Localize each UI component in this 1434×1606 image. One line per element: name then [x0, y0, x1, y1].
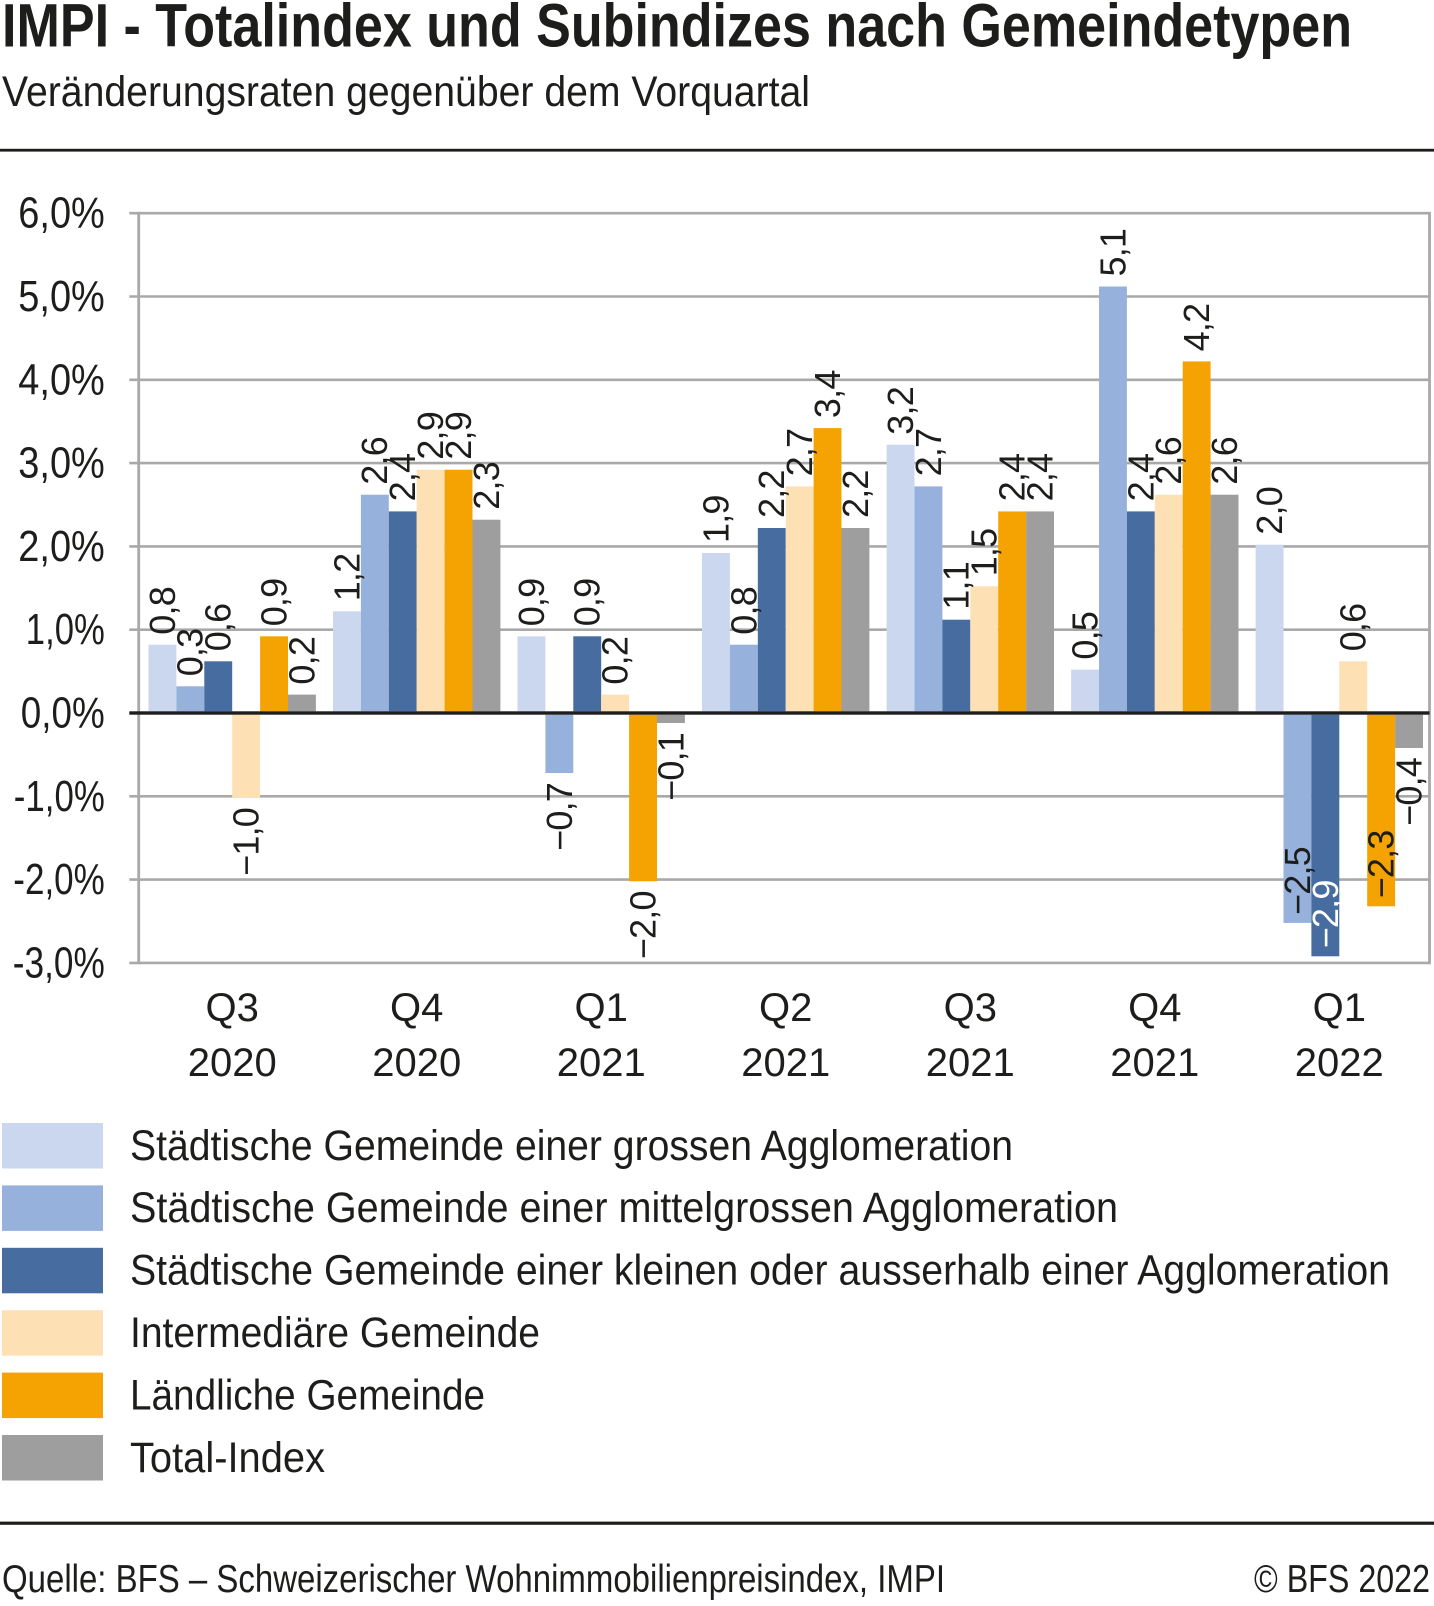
svg-text:2,4: 2,4 — [1019, 454, 1060, 502]
svg-text:2,4: 2,4 — [382, 454, 423, 502]
svg-text:0,6: 0,6 — [1333, 604, 1374, 652]
svg-text:0,2: 0,2 — [281, 637, 322, 685]
svg-text:1,2: 1,2 — [326, 554, 367, 602]
svg-text:2,6: 2,6 — [1204, 437, 1245, 485]
svg-text:3,2: 3,2 — [880, 387, 921, 435]
svg-text:Q2: Q2 — [759, 986, 812, 1030]
svg-text:0,8: 0,8 — [723, 587, 764, 635]
svg-text:1,1: 1,1 — [936, 562, 977, 610]
svg-text:2,3: 2,3 — [466, 462, 507, 510]
svg-text:2,2: 2,2 — [751, 470, 792, 518]
svg-text:5,0%: 5,0% — [18, 272, 105, 321]
svg-text:2,4: 2,4 — [1120, 454, 1161, 502]
svg-text:0,0%: 0,0% — [21, 689, 105, 738]
svg-text:−1,0: −1,0 — [226, 808, 267, 876]
svg-text:0,3: 0,3 — [170, 629, 211, 677]
svg-text:2,2: 2,2 — [835, 470, 876, 518]
svg-text:2021: 2021 — [741, 1041, 830, 1085]
svg-text:2,9: 2,9 — [410, 412, 451, 460]
svg-text:0,9: 0,9 — [511, 579, 552, 627]
svg-text:−2,3: −2,3 — [1361, 830, 1402, 898]
svg-text:−2,5: −2,5 — [1277, 847, 1318, 915]
svg-text:0,9: 0,9 — [567, 579, 608, 627]
svg-text:Q4: Q4 — [390, 986, 443, 1030]
svg-text:IMPI - Totalindex und Subindiz: IMPI - Totalindex und Subindizes nach Ge… — [2, 0, 1352, 60]
svg-text:−2,9: −2,9 — [1305, 880, 1346, 948]
svg-text:Veränderungsraten gegenüber de: Veränderungsraten gegenüber dem Vorquart… — [2, 68, 810, 116]
svg-text:Städtische Gemeinde einer klei: Städtische Gemeinde einer kleinen oder a… — [130, 1247, 1390, 1295]
svg-text:2,7: 2,7 — [779, 429, 820, 477]
svg-text:2022: 2022 — [1295, 1041, 1384, 1085]
svg-text:−0,4: −0,4 — [1389, 758, 1430, 826]
svg-text:0,8: 0,8 — [142, 587, 183, 635]
svg-text:2,9: 2,9 — [438, 412, 479, 460]
svg-text:Ländliche Gemeinde: Ländliche Gemeinde — [130, 1371, 485, 1419]
svg-text:2020: 2020 — [372, 1041, 461, 1085]
svg-text:© BFS 2022: © BFS 2022 — [1254, 1558, 1430, 1601]
svg-text:2,7: 2,7 — [908, 429, 949, 477]
svg-text:Intermediäre Gemeinde: Intermediäre Gemeinde — [130, 1309, 540, 1357]
svg-text:5,1: 5,1 — [1092, 229, 1133, 277]
svg-text:-1,0%: -1,0% — [14, 772, 105, 821]
svg-text:-3,0%: -3,0% — [13, 938, 105, 987]
svg-text:4,2: 4,2 — [1176, 304, 1217, 352]
svg-text:2021: 2021 — [1110, 1041, 1199, 1085]
svg-text:2020: 2020 — [188, 1041, 277, 1085]
svg-text:1,9: 1,9 — [695, 495, 736, 543]
svg-text:4,0%: 4,0% — [18, 355, 105, 404]
svg-text:Q1: Q1 — [575, 986, 628, 1030]
svg-text:0,5: 0,5 — [1065, 612, 1106, 660]
svg-text:2,0: 2,0 — [1249, 487, 1290, 535]
svg-text:3,0%: 3,0% — [18, 439, 105, 488]
svg-text:Q4: Q4 — [1128, 986, 1181, 1030]
svg-text:−0,1: −0,1 — [650, 733, 691, 801]
svg-text:1,5: 1,5 — [964, 529, 1005, 577]
svg-text:2,0%: 2,0% — [18, 522, 105, 571]
svg-text:2021: 2021 — [557, 1041, 646, 1085]
svg-text:2021: 2021 — [926, 1041, 1015, 1085]
svg-text:Q3: Q3 — [944, 986, 997, 1030]
svg-text:1,0%: 1,0% — [26, 605, 105, 654]
svg-text:-2,0%: -2,0% — [13, 855, 105, 904]
svg-text:−0,7: −0,7 — [539, 783, 580, 851]
svg-text:Q3: Q3 — [206, 986, 259, 1030]
svg-text:2,6: 2,6 — [354, 437, 395, 485]
svg-text:0,9: 0,9 — [253, 579, 294, 627]
svg-text:Städtische Gemeinde einer gros: Städtische Gemeinde einer grossen Agglom… — [130, 1122, 1013, 1170]
svg-text:Total-Index: Total-Index — [130, 1434, 325, 1482]
svg-text:2,4: 2,4 — [992, 454, 1033, 502]
svg-text:6,0%: 6,0% — [18, 189, 105, 238]
svg-text:3,4: 3,4 — [807, 370, 848, 418]
svg-text:−2,0: −2,0 — [623, 891, 664, 959]
svg-text:0,6: 0,6 — [198, 604, 239, 652]
svg-text:Städtische Gemeinde einer mitt: Städtische Gemeinde einer mittelgrossen … — [130, 1184, 1118, 1232]
svg-text:0,2: 0,2 — [595, 637, 636, 685]
svg-text:2,6: 2,6 — [1148, 437, 1189, 485]
svg-text:Quelle: BFS – Schweizerischer: Quelle: BFS – Schweizerischer Wohnimmobi… — [2, 1558, 945, 1601]
svg-text:Q1: Q1 — [1313, 986, 1366, 1030]
